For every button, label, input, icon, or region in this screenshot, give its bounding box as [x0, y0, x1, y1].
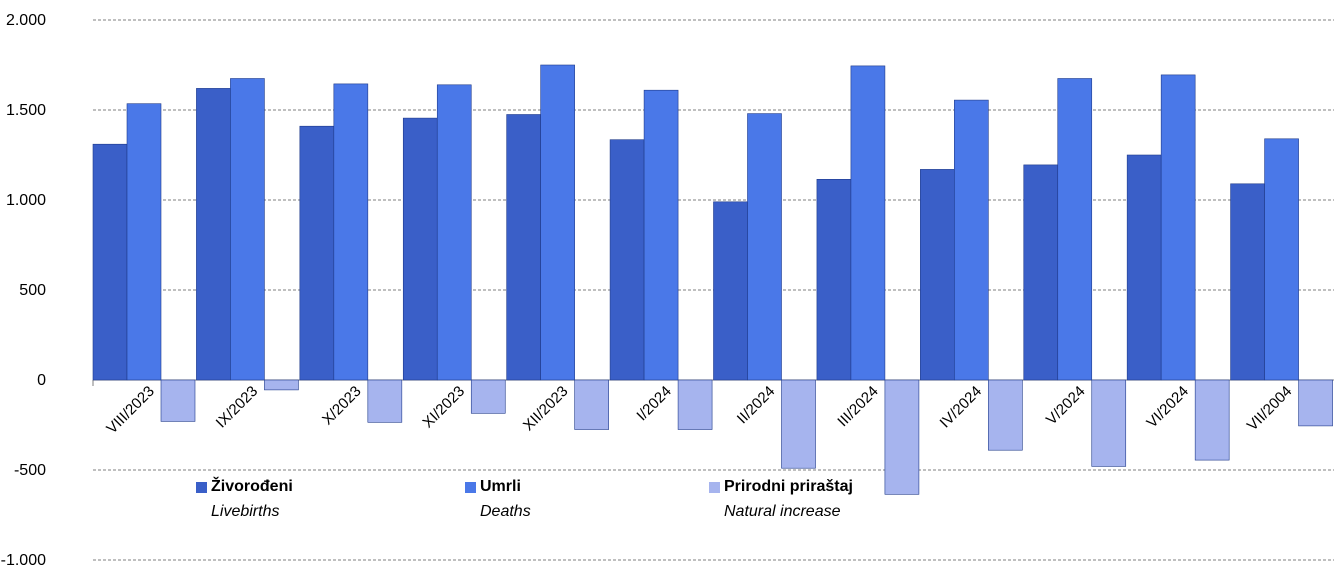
bar [747, 113, 782, 381]
x-tick-label: XII/2023 [520, 383, 572, 435]
bar [506, 114, 541, 381]
bars [92, 64, 1333, 495]
y-tick-label: 2.000 [6, 12, 46, 29]
bar [1057, 78, 1093, 381]
bar [436, 84, 472, 381]
y-tick-label: 1.000 [6, 192, 46, 209]
bar [126, 103, 162, 381]
legend-label-livebirths-en: Livebirths [211, 503, 280, 520]
y-tick-label: -1.000 [1, 552, 46, 569]
x-tick-label: IV/2024 [937, 383, 986, 432]
legend-natural-increase: Prirodni priraštaj Natural increase [709, 478, 853, 521]
bar [884, 379, 920, 495]
legend-label-livebirths: Živorođeni [211, 478, 293, 495]
bar [1160, 74, 1196, 381]
bar [920, 169, 955, 381]
bar [470, 379, 506, 414]
legend-swatch-deaths [465, 481, 476, 493]
y-axis-ticks: 2.000 1.500 1.000 500 0 -500 -1.000 [1, 12, 46, 569]
bar [781, 379, 816, 469]
bar [816, 179, 852, 381]
legend-swatch-natural-increase [709, 481, 720, 493]
y-tick-label: -500 [14, 462, 46, 479]
bar [196, 88, 231, 381]
y-tick-label: 0 [37, 372, 46, 389]
bar [230, 78, 265, 381]
x-tick-label: VI/2024 [1143, 383, 1192, 432]
x-tick-label: IX/2023 [213, 383, 262, 432]
x-tick-label: VIII/2023 [103, 383, 157, 437]
x-tick-label: V/2024 [1043, 383, 1089, 429]
legend-deaths: Umrli Deaths [465, 478, 531, 521]
bar [954, 99, 989, 381]
bar [1091, 379, 1127, 467]
bar [988, 379, 1023, 451]
bar [609, 139, 645, 381]
x-tick-label: I/2024 [633, 383, 675, 425]
x-tick-label: VII/2004 [1244, 383, 1296, 435]
bar [299, 125, 335, 381]
bar [92, 143, 128, 381]
bar [1230, 183, 1265, 381]
legend-label-natural-increase-en: Natural increase [724, 503, 841, 520]
bar [264, 379, 299, 391]
bar [574, 379, 609, 430]
y-tick-label: 500 [19, 282, 46, 299]
x-tick-label: III/2024 [834, 383, 881, 430]
bar [540, 64, 575, 381]
bar [1298, 379, 1333, 427]
bar [850, 65, 886, 381]
legend-label-deaths-en: Deaths [480, 503, 531, 520]
x-tick-label: X/2023 [319, 383, 365, 429]
bar [713, 201, 748, 381]
legend-swatch-livebirths [196, 481, 207, 493]
legend-label-deaths: Umrli [480, 478, 521, 495]
bar [1023, 164, 1059, 381]
bar [367, 379, 403, 423]
bar [160, 379, 196, 422]
legend-label-natural-increase: Prirodni priraštaj [724, 478, 853, 495]
legend-livebirths: Živorođeni Livebirths [196, 478, 293, 521]
bar [1126, 154, 1162, 381]
bar [677, 379, 713, 430]
bar [402, 117, 438, 381]
x-tick-label: II/2024 [734, 383, 778, 427]
bar [333, 83, 369, 381]
bar [643, 89, 679, 381]
x-tick-label: XI/2023 [419, 383, 468, 432]
bar [1264, 138, 1299, 381]
bar [1194, 379, 1230, 461]
y-tick-label: 1.500 [6, 102, 46, 119]
